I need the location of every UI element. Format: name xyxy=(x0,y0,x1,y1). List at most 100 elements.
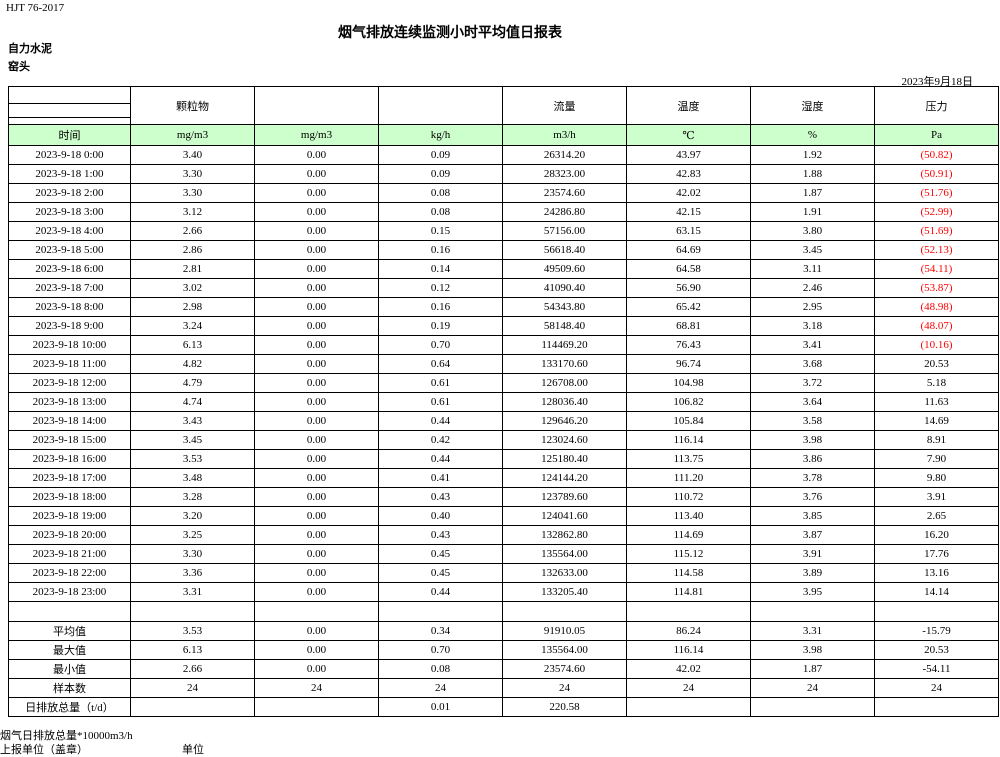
data-cell: 0.00 xyxy=(254,202,379,222)
data-cell: 3.36 xyxy=(130,563,255,583)
data-row: 2023-9-18 6:00 2.81 0.00 0.14 49509.60 64.58 3… xyxy=(8,259,999,279)
data-cell: 0.42 xyxy=(378,430,503,450)
data-row: 2023-9-18 18:00 3.28 0.00 0.43 123789.60 110.… xyxy=(8,487,999,507)
data-cell: 132862.80 xyxy=(502,525,627,545)
data-cell: 0.61 xyxy=(378,373,503,393)
summary-row: 最小值 2.66 0.00 0.08 23574.60 42.02 1.87 -54.11 xyxy=(8,659,999,679)
total-cell xyxy=(874,697,999,717)
data-cell: 65.42 xyxy=(626,297,751,317)
summary-cell: 135564.00 xyxy=(502,640,627,660)
data-cell: 14.69 xyxy=(874,411,999,431)
data-cell: 0.00 xyxy=(254,392,379,412)
data-cell: 3.91 xyxy=(874,487,999,507)
standard-code: HJT 76-2017 xyxy=(6,2,65,14)
total-row: 日排放总量（t/d） 0.01 220.58 xyxy=(8,697,999,717)
company: 自力水泥 xyxy=(8,43,52,55)
header-cell: 流量 xyxy=(502,86,627,125)
data-cell: 126708.00 xyxy=(502,373,627,393)
summary-cell: 3.53 xyxy=(130,621,255,641)
data-row: 2023-9-18 0:00 3.40 0.00 0.09 26314.20 43.97 1… xyxy=(8,145,999,165)
summary-cell: 20.53 xyxy=(874,640,999,660)
data-cell: 3.25 xyxy=(130,525,255,545)
data-cell: 0.09 xyxy=(378,145,503,165)
data-cell: 4.82 xyxy=(130,354,255,374)
summary-cell: 0.00 xyxy=(254,621,379,641)
data-row: 2023-9-18 10:00 6.13 0.00 0.70 114469.20 76.4… xyxy=(8,335,999,355)
data-row: 2023-9-18 11:00 4.82 0.00 0.64 133170.60 96.7… xyxy=(8,354,999,374)
data-cell: 0.00 xyxy=(254,411,379,431)
unit-cell: mg/m3 xyxy=(254,124,379,146)
summary-row: 样本数 24 24 24 24 24 24 24 xyxy=(8,678,999,698)
data-cell: 2023-9-18 20:00 xyxy=(8,525,131,545)
data-cell: 7.90 xyxy=(874,449,999,469)
location: 窑头 xyxy=(8,61,30,73)
data-row: 2023-9-18 20:00 3.25 0.00 0.43 132862.80 114.… xyxy=(8,525,999,545)
data-cell: 2023-9-18 17:00 xyxy=(8,468,131,488)
data-cell: 0.00 xyxy=(254,335,379,355)
data-row: 2023-9-18 21:00 3.30 0.00 0.45 135564.00 115.… xyxy=(8,544,999,564)
summary-cell: 0.00 xyxy=(254,659,379,679)
data-cell: 3.40 xyxy=(130,145,255,165)
data-cell: 6.13 xyxy=(130,335,255,355)
data-cell: 5.18 xyxy=(874,373,999,393)
report-date: 2023年9月18日 xyxy=(901,76,974,88)
data-row: 2023-9-18 22:00 3.36 0.00 0.45 132633.00 114.… xyxy=(8,563,999,583)
data-cell: 3.53 xyxy=(130,449,255,469)
data-cell: 2.81 xyxy=(130,259,255,279)
data-cell: 0.08 xyxy=(378,202,503,222)
summary-cell: 24 xyxy=(750,678,875,698)
header-cell: 湿度 xyxy=(750,86,875,125)
data-cell: 16.20 xyxy=(874,525,999,545)
data-row: 2023-9-18 16:00 3.53 0.00 0.44 125180.40 113.… xyxy=(8,449,999,469)
data-cell: 3.89 xyxy=(750,563,875,583)
data-row: 2023-9-18 9:00 3.24 0.00 0.19 58148.40 68.81 3… xyxy=(8,316,999,336)
data-cell: 0.15 xyxy=(378,221,503,241)
blank-cell xyxy=(8,601,131,622)
summary-cell: 86.24 xyxy=(626,621,751,641)
data-cell: (51.69) xyxy=(874,221,999,241)
data-cell: 114.58 xyxy=(626,563,751,583)
data-cell: 3.24 xyxy=(130,316,255,336)
summary-cell: 23574.60 xyxy=(502,659,627,679)
summary-cell: 0.70 xyxy=(378,640,503,660)
data-cell: 133170.60 xyxy=(502,354,627,374)
data-row: 2023-9-18 23:00 3.31 0.00 0.44 133205.40 114.… xyxy=(8,582,999,602)
data-cell: 3.30 xyxy=(130,183,255,203)
data-cell: (52.99) xyxy=(874,202,999,222)
data-row: 2023-9-18 5:00 2.86 0.00 0.16 56618.40 64.69 3… xyxy=(8,240,999,260)
data-row: 2023-9-18 8:00 2.98 0.00 0.16 54343.80 65.42 2… xyxy=(8,297,999,317)
summary-cell: 6.13 xyxy=(130,640,255,660)
data-cell: 0.19 xyxy=(378,316,503,336)
data-cell: 3.68 xyxy=(750,354,875,374)
data-cell: 2023-9-18 15:00 xyxy=(8,430,131,450)
data-cell: (51.76) xyxy=(874,183,999,203)
data-cell: 2023-9-18 23:00 xyxy=(8,582,131,602)
data-cell: 96.74 xyxy=(626,354,751,374)
data-cell: 0.00 xyxy=(254,297,379,317)
data-cell: 42.02 xyxy=(626,183,751,203)
data-cell: 0.00 xyxy=(254,563,379,583)
summary-cell: 24 xyxy=(874,678,999,698)
data-row: 2023-9-18 14:00 3.43 0.00 0.44 129646.20 105.… xyxy=(8,411,999,431)
blank-cell xyxy=(750,601,875,622)
data-cell: 57156.00 xyxy=(502,221,627,241)
data-cell: 0.00 xyxy=(254,468,379,488)
summary-cell: 116.14 xyxy=(626,640,751,660)
data-cell: 0.64 xyxy=(378,354,503,374)
header-cell xyxy=(8,86,131,125)
data-cell: 105.84 xyxy=(626,411,751,431)
data-cell: 3.95 xyxy=(750,582,875,602)
data-cell: 110.72 xyxy=(626,487,751,507)
unit-cell: mg/m3 xyxy=(130,124,255,146)
data-cell: 3.30 xyxy=(130,544,255,564)
data-cell: (48.07) xyxy=(874,316,999,336)
data-cell: 17.76 xyxy=(874,544,999,564)
header-cell: 颗粒物 xyxy=(130,86,255,125)
summary-cell: 24 xyxy=(254,678,379,698)
data-row: 2023-9-18 1:00 3.30 0.00 0.09 28323.00 42.83 1… xyxy=(8,164,999,184)
data-cell: 113.75 xyxy=(626,449,751,469)
data-cell: 0.00 xyxy=(254,278,379,298)
summary-cell: -54.11 xyxy=(874,659,999,679)
data-cell: 132633.00 xyxy=(502,563,627,583)
data-cell: 0.44 xyxy=(378,449,503,469)
